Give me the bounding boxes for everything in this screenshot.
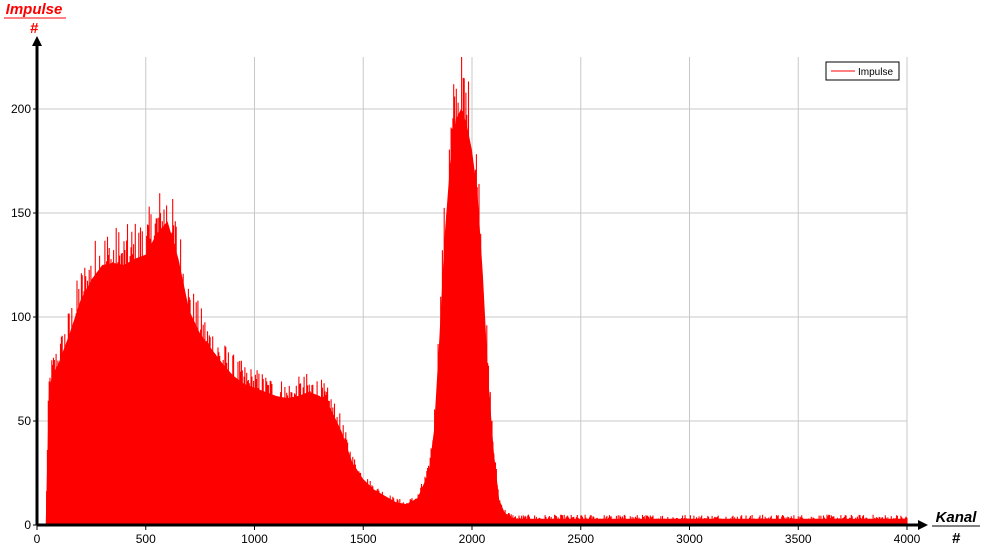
y-axis-unit: # [30,20,39,37]
x-axis-arrow [918,520,928,530]
x-tick-label: 3000 [676,532,703,546]
y-tick-label: 200 [11,102,31,116]
axes [32,36,928,530]
series-impulse-area [45,109,907,525]
y-tick-label: 0 [24,518,31,532]
legend-box [825,61,900,81]
x-tick-label: 2500 [567,532,594,546]
y-tick-label: 150 [11,206,31,220]
y-tick-label: 50 [18,414,32,428]
y-axis-arrow [32,36,42,46]
x-tick-label: 1500 [350,532,377,546]
ticks: 0 500 1000 1500 2000 2500 3000 3500 4000 0 50 100 15… [11,102,921,546]
legend: Impulse [825,61,900,81]
y-axis-title: Impulse [6,1,63,18]
x-tick-label: 1000 [241,532,268,546]
x-axis-title: Kanal [936,509,978,526]
x-tick-label: 0 [34,532,41,546]
x-tick-label: 3500 [785,532,812,546]
x-tick-label: 2000 [459,532,486,546]
legend-label: Impulse [858,67,893,78]
series-layer [45,57,908,525]
y-tick-label: 100 [11,310,31,324]
x-tick-label: 500 [136,532,156,546]
x-tick-label: 4000 [894,532,921,546]
x-axis-unit: # [952,530,961,547]
